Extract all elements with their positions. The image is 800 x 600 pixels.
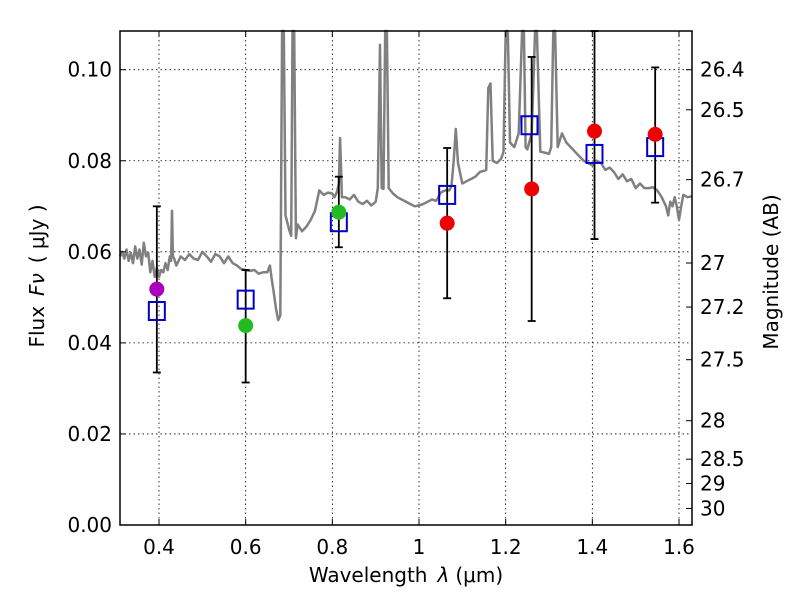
y-tick-label: 0.06 xyxy=(67,240,112,264)
x-tick-label: 0.4 xyxy=(143,535,175,559)
model-point xyxy=(147,301,166,322)
observed-point xyxy=(524,181,540,197)
model-point xyxy=(585,143,604,164)
observed-point xyxy=(587,123,602,139)
y-tick-label: 0.08 xyxy=(67,149,112,173)
y-tick-label: 0.02 xyxy=(67,422,112,446)
observed-point xyxy=(331,204,347,220)
observed-point xyxy=(238,318,254,334)
y2-tick-label: 26.7 xyxy=(700,168,745,192)
y2-tick-label: 27.2 xyxy=(700,295,745,319)
plot-frame xyxy=(119,30,693,526)
observed-points xyxy=(149,123,663,334)
y-tick-label: 0.10 xyxy=(67,58,112,82)
x-axis-label-text: Wavelength xyxy=(309,563,428,587)
y-axis-symbol: Fν xyxy=(25,273,49,296)
x-tick-label: 0.8 xyxy=(316,535,348,559)
x-axis-unit: (μm) xyxy=(455,563,503,587)
x-tick-label: 1.2 xyxy=(490,535,522,559)
model-point xyxy=(438,184,457,205)
y2-tick-label: 29 xyxy=(700,471,725,495)
axis-ticks xyxy=(120,31,692,526)
x-tick-label: 1.6 xyxy=(663,535,695,559)
spectrum-line xyxy=(118,29,693,322)
x-tick-label: 1.4 xyxy=(576,535,608,559)
observed-point xyxy=(647,126,663,142)
y-tick-label: 0.04 xyxy=(67,331,112,355)
y2-tick-label: 27 xyxy=(700,251,725,275)
x-tick-label: 0.6 xyxy=(230,535,262,559)
y-tick-label: 0.00 xyxy=(67,513,112,537)
observed-point xyxy=(149,281,165,297)
model-photometry-points xyxy=(147,115,665,322)
y2-axis-label: Magnitude (AB) xyxy=(759,194,783,349)
y2-tick-label: 26.5 xyxy=(700,98,745,122)
y2-tick-label: 28.5 xyxy=(700,447,745,471)
model-point xyxy=(236,289,255,310)
y-axis-label-text: Flux xyxy=(25,306,49,348)
y2-tick-label: 28 xyxy=(700,409,725,433)
tick-labels: 0.4 0.6 0.8 1 1.2 1.4 1.6 0.00 0.02 0.04 0.06 0.08 0… xyxy=(67,58,744,559)
y2-tick-label: 26.4 xyxy=(700,58,745,82)
y-axis-label: Flux Fν ( μJy ) xyxy=(25,204,49,347)
error-bars xyxy=(152,30,660,384)
model-point xyxy=(520,115,539,136)
model-spectrum xyxy=(118,29,693,322)
y-axis-unit: ( μJy ) xyxy=(25,204,49,263)
x-axis-label: Wavelength λ (μm) xyxy=(309,563,503,587)
y2-tick-label: 30 xyxy=(700,496,725,520)
grid-lines xyxy=(120,31,692,526)
x-tick-label: 1 xyxy=(413,535,426,559)
x-axis-symbol: λ xyxy=(437,563,450,587)
observed-point xyxy=(439,215,455,231)
y2-tick-label: 27.5 xyxy=(700,348,745,372)
